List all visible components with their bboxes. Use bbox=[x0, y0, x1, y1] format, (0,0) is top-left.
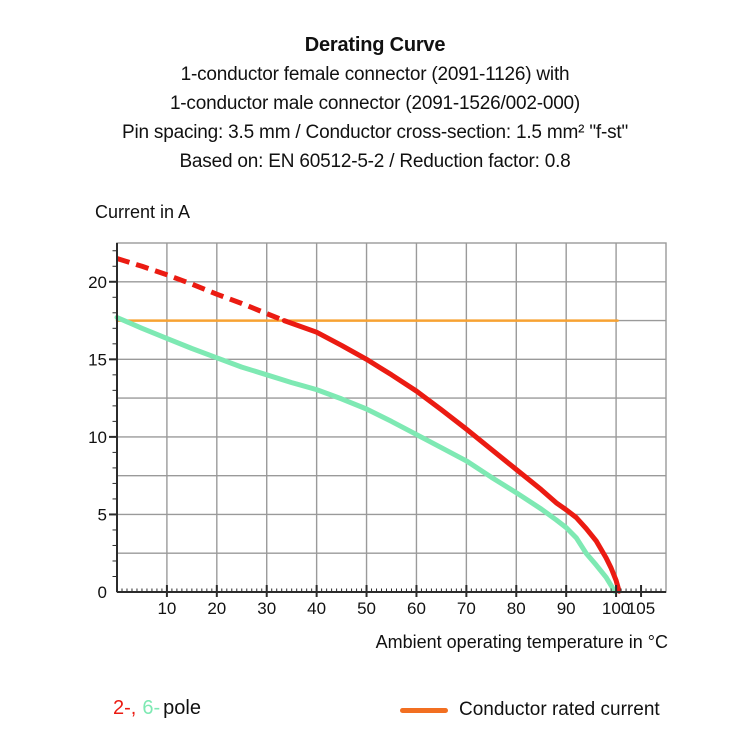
x-axis-title: Ambient operating temperature in °C bbox=[375, 632, 668, 652]
rated-current-swatch-icon bbox=[400, 707, 448, 713]
chart-subtitle-3: Pin spacing: 3.5 mm / Conductor cross-se… bbox=[121, 122, 628, 143]
x-tick-label: 40 bbox=[307, 599, 326, 618]
legend-rated-current-label: Conductor rated current bbox=[459, 699, 660, 720]
x-tick-label: 20 bbox=[207, 599, 226, 618]
legend-6-pole-label: 6- bbox=[142, 697, 161, 719]
legend-2-pole-label: 2-, bbox=[113, 697, 137, 719]
x-tick-label: 60 bbox=[407, 599, 426, 618]
x-tick-label: 30 bbox=[257, 599, 276, 618]
y-tick-label: 15 bbox=[88, 350, 107, 369]
plot-frame bbox=[116, 242, 667, 593]
x-tick-label: 80 bbox=[507, 599, 526, 618]
y-axis-title: Current in A bbox=[95, 202, 191, 222]
y-tick-label: 20 bbox=[88, 273, 107, 292]
x-tick-label: 90 bbox=[557, 599, 576, 618]
x-tick-label: 10 bbox=[157, 599, 176, 618]
legend-poles: 2-, 6- pole bbox=[113, 697, 201, 720]
legend-pole-suffix: pole bbox=[163, 697, 201, 719]
x-tick-label: 70 bbox=[457, 599, 476, 618]
curve-pole2 bbox=[281, 318, 622, 594]
chart-subtitle-2: 1-conductor male connector (2091-1526/00… bbox=[169, 93, 581, 114]
curve-pole6 bbox=[114, 315, 618, 594]
chart-subtitle-4: Based on: EN 60512-5-2 / Reduction facto… bbox=[179, 151, 571, 172]
curve-pole2_dashed bbox=[116, 256, 286, 323]
x-tick-label: 105 bbox=[627, 599, 655, 618]
chart-header: Derating Curve 1-conductor female connec… bbox=[0, 31, 750, 176]
y-tick-label: 5 bbox=[98, 505, 107, 524]
chart-title: Derating Curve bbox=[304, 34, 446, 56]
x-tick-label: 100 bbox=[602, 599, 630, 618]
legend-rated-current: Conductor rated current bbox=[400, 697, 660, 723]
x-tick-label: 50 bbox=[357, 599, 376, 618]
y-tick-label: 10 bbox=[88, 428, 107, 447]
y-tick-label: 0 bbox=[98, 583, 107, 602]
chart-subtitle-1: 1-conductor female connector (2091-1126)… bbox=[180, 64, 570, 85]
